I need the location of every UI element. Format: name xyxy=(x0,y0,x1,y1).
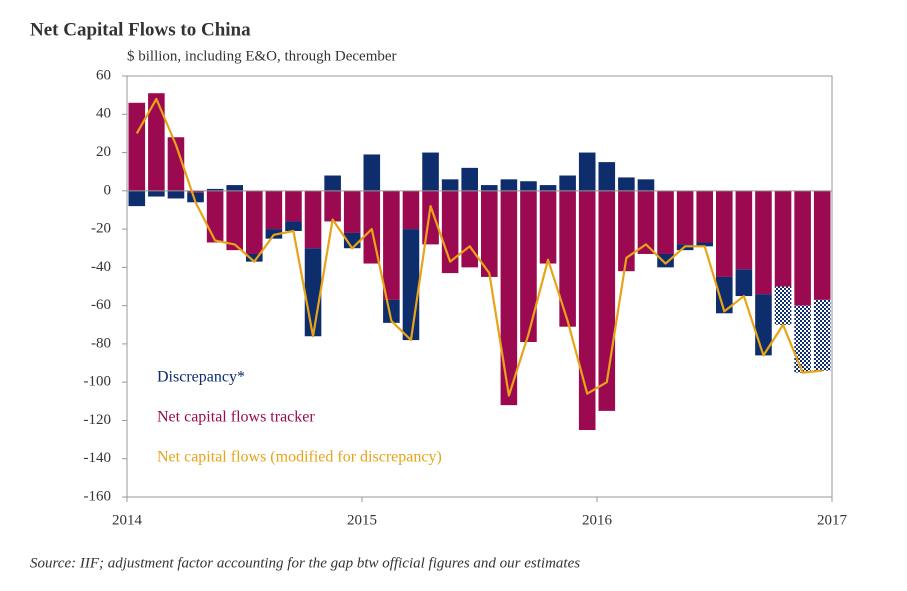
x-tick-label: 2015 xyxy=(347,512,377,528)
bar xyxy=(559,190,576,327)
legend-entry: Net capital flows (modified for discrepa… xyxy=(157,449,442,466)
legend-entry: Net capital flows tracker xyxy=(157,409,315,426)
bar xyxy=(657,190,674,254)
bar xyxy=(285,221,302,232)
bar xyxy=(402,229,420,341)
chart-title: Net Capital Flows to China xyxy=(30,19,251,40)
legend-entry: Discrepancy* xyxy=(157,369,245,386)
bar xyxy=(774,286,792,325)
bar xyxy=(246,190,263,254)
bar xyxy=(559,175,576,191)
bar xyxy=(637,190,655,254)
bar xyxy=(657,253,674,268)
y-tick-label: 0 xyxy=(104,182,112,198)
bar xyxy=(598,162,616,191)
bar xyxy=(226,185,243,191)
bar xyxy=(774,190,792,287)
bar xyxy=(324,175,341,191)
bar xyxy=(226,190,243,251)
y-tick-label: 60 xyxy=(96,67,111,83)
bar xyxy=(813,190,831,300)
bar xyxy=(481,185,498,191)
line-series xyxy=(135,97,823,397)
bar xyxy=(343,190,361,233)
bar xyxy=(539,190,557,264)
bar xyxy=(422,190,439,245)
y-tick-label: -80 xyxy=(91,335,111,351)
bar xyxy=(618,177,635,191)
bar xyxy=(167,190,185,199)
bar xyxy=(246,253,263,262)
bar xyxy=(716,276,733,314)
bar xyxy=(578,190,596,431)
bar xyxy=(500,179,518,191)
y-tick-label: -160 xyxy=(84,488,112,504)
y-tick-label: 20 xyxy=(96,144,111,160)
bar xyxy=(187,192,204,203)
bar xyxy=(128,102,146,191)
y-tick-label: -120 xyxy=(84,412,112,428)
x-tick-label: 2016 xyxy=(582,512,613,528)
y-tick-label: -40 xyxy=(91,259,111,275)
bar xyxy=(735,190,753,270)
bar xyxy=(794,305,811,373)
bar xyxy=(422,152,439,191)
bar xyxy=(148,190,165,197)
bar xyxy=(167,137,185,191)
bar xyxy=(716,190,733,277)
bar xyxy=(206,188,224,191)
plot-frame xyxy=(126,75,833,498)
bar xyxy=(696,242,713,247)
bar xyxy=(539,185,557,191)
bar xyxy=(794,190,811,306)
bar xyxy=(363,154,381,191)
bar xyxy=(206,190,224,243)
bar xyxy=(324,190,341,222)
bar xyxy=(265,190,283,230)
y-tick-label: 40 xyxy=(96,106,111,122)
bar xyxy=(520,181,537,191)
bar xyxy=(755,190,772,295)
chart-subtitle: $ billion, including E&O, through Decemb… xyxy=(127,48,397,64)
bar xyxy=(500,190,518,406)
y-tick-label: -60 xyxy=(91,297,111,313)
bar xyxy=(696,190,713,243)
bar xyxy=(187,190,204,193)
bar xyxy=(402,190,420,230)
bar xyxy=(441,179,459,191)
bar xyxy=(304,190,322,249)
bar xyxy=(637,179,655,191)
source-note: Source: IIF; adjustment factor accountin… xyxy=(30,555,580,571)
bar xyxy=(148,93,165,191)
bar xyxy=(618,190,635,272)
bar xyxy=(383,190,400,300)
bar xyxy=(676,190,694,245)
bar xyxy=(735,269,753,297)
y-tick-label: -100 xyxy=(84,374,112,390)
bar xyxy=(461,167,478,191)
bar xyxy=(578,152,596,191)
bar xyxy=(128,190,146,207)
x-tick-label: 2017 xyxy=(817,512,848,528)
y-tick-label: -140 xyxy=(84,450,112,466)
y-tick-label: -20 xyxy=(91,221,111,237)
bar xyxy=(285,190,302,222)
x-tick-label: 2014 xyxy=(112,512,143,528)
bar xyxy=(304,248,322,337)
bar xyxy=(520,190,537,342)
bar xyxy=(481,190,498,277)
bar xyxy=(813,299,831,371)
